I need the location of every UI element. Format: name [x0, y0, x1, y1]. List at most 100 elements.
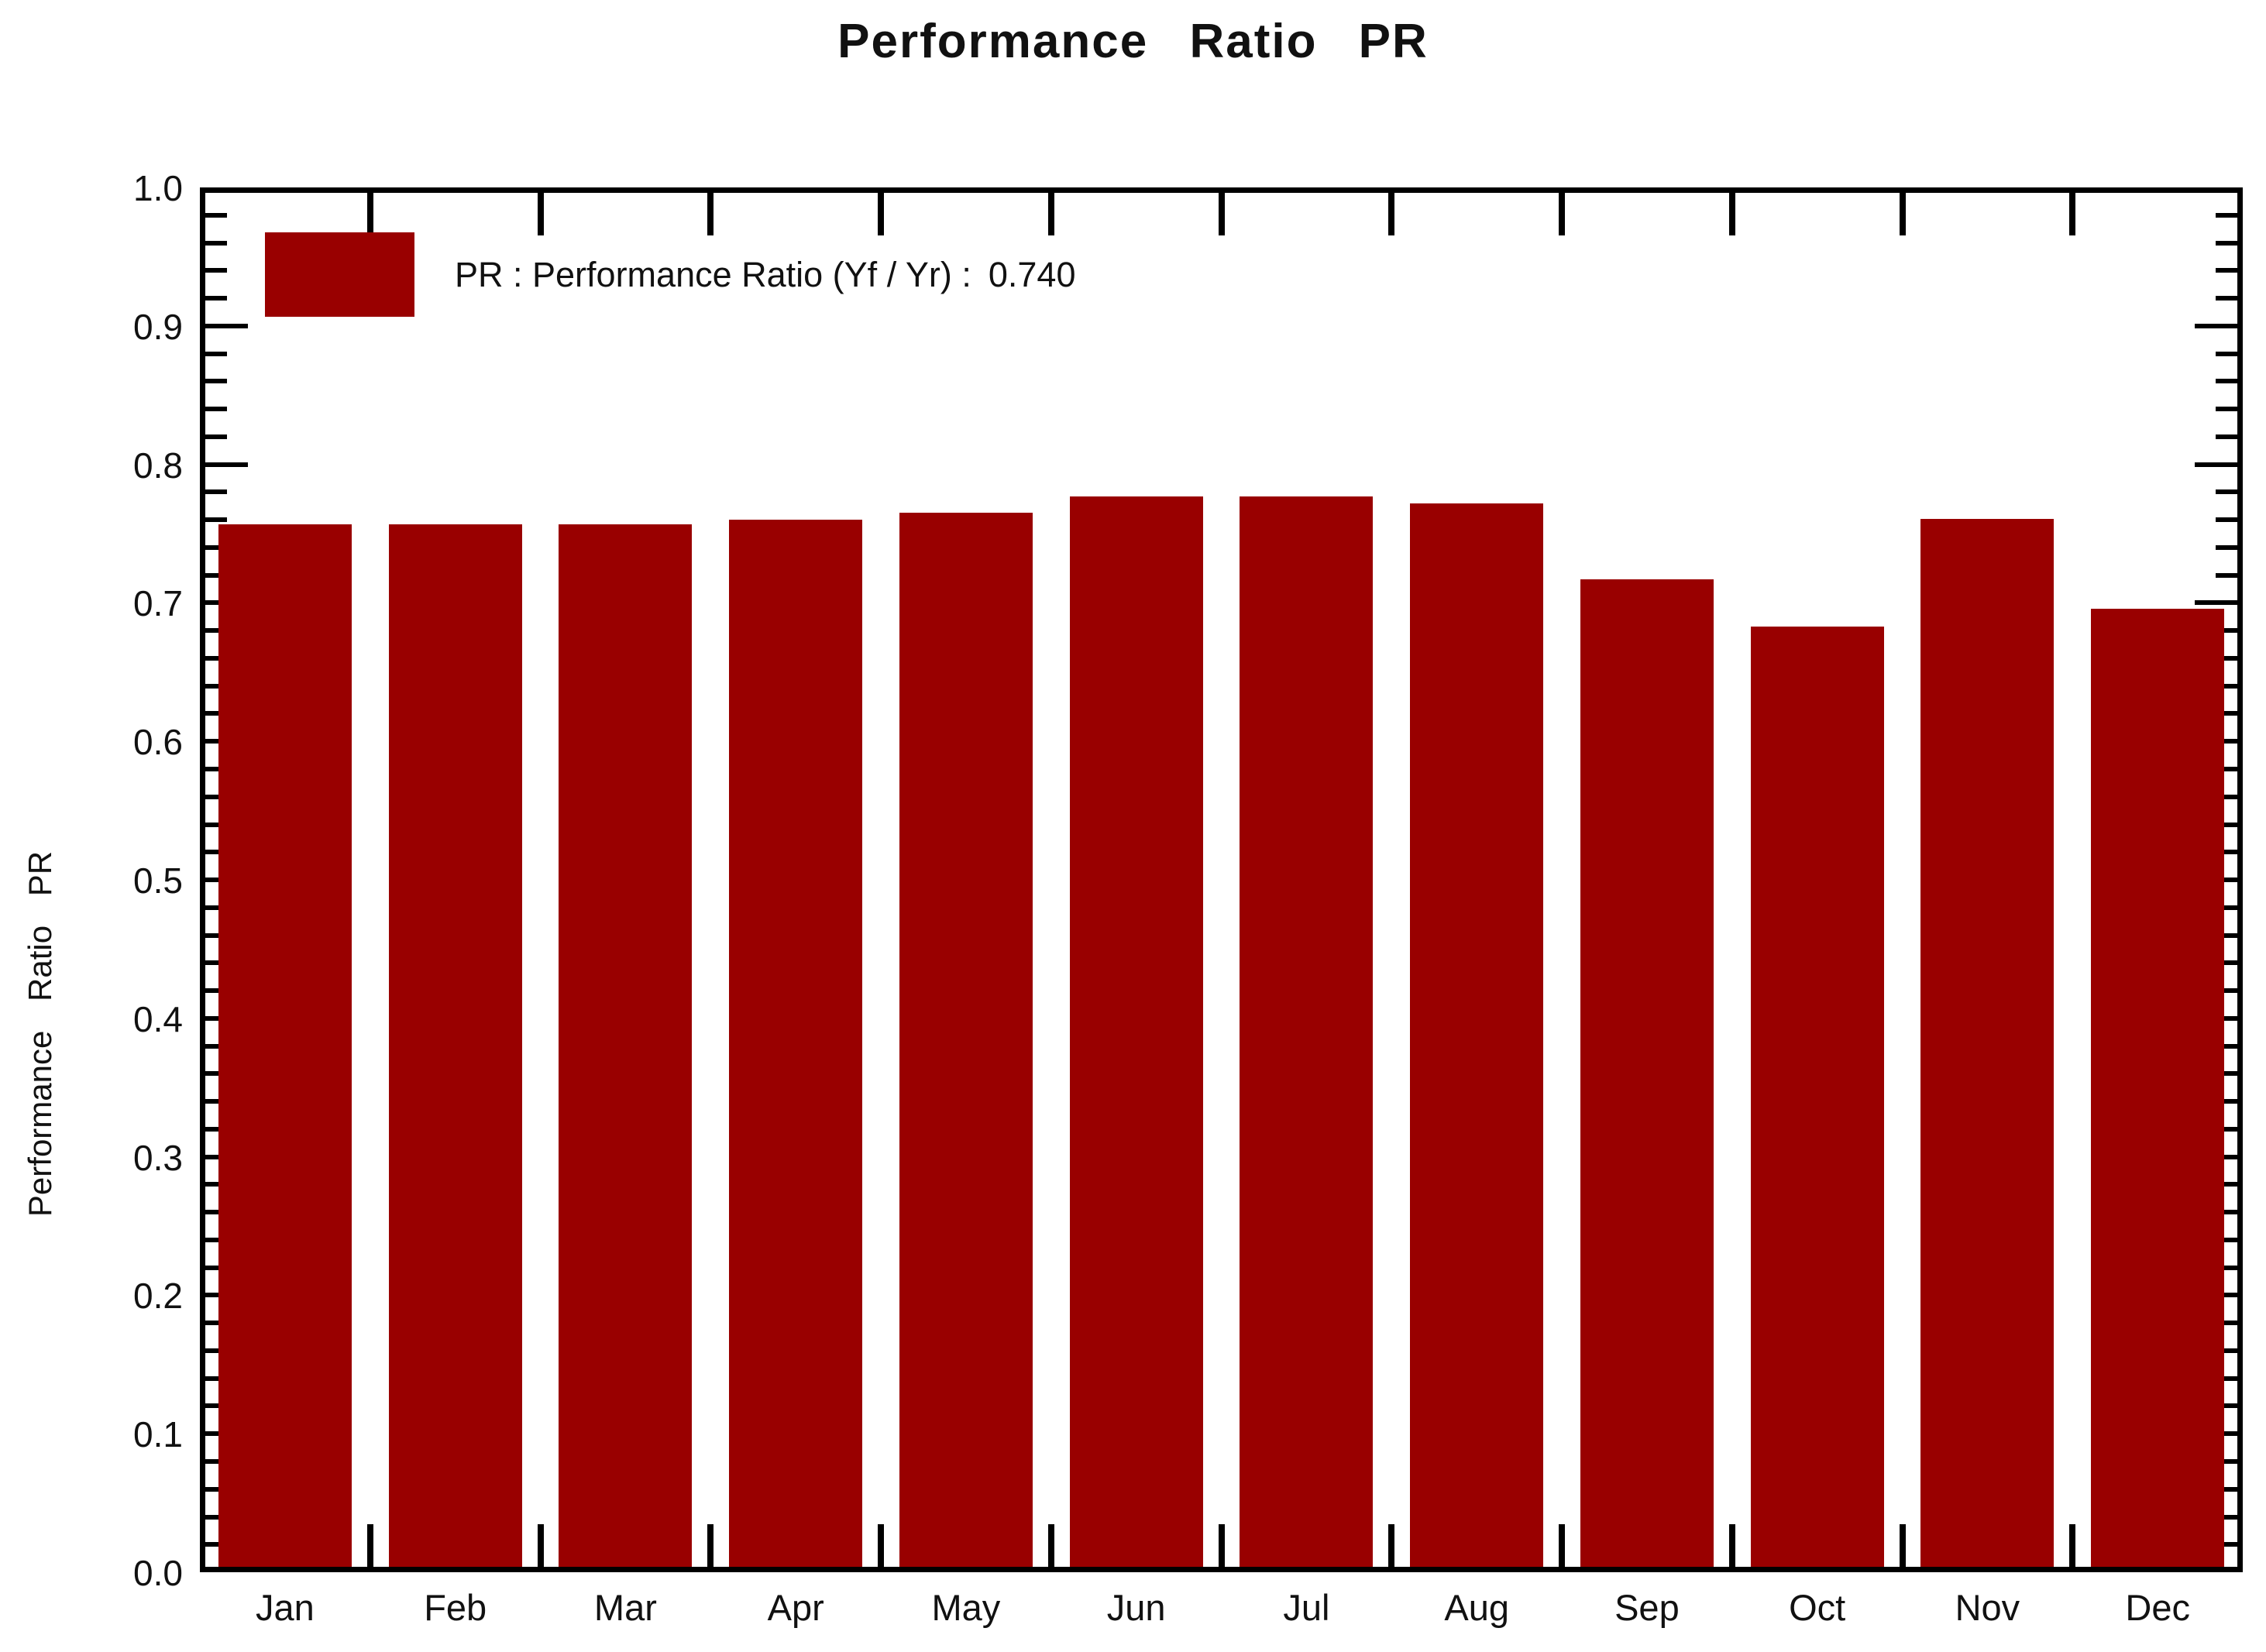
y-minor-tick-left — [205, 1376, 227, 1381]
y-minor-tick-left — [205, 240, 227, 246]
bar-jan — [218, 524, 352, 1567]
y-minor-tick-left — [205, 1459, 227, 1464]
y-minor-tick-left — [205, 1126, 227, 1132]
y-minor-tick-left — [205, 1265, 227, 1270]
y-minor-tick-left — [205, 628, 227, 634]
x-label-may: May — [931, 1587, 1001, 1628]
y-minor-tick-left — [205, 1403, 227, 1409]
y-tick-label-0.4: 0.4 — [133, 998, 183, 1039]
y-minor-tick-right — [2216, 1126, 2237, 1132]
y-major-tick-right — [2195, 323, 2237, 328]
y-minor-tick-right — [2216, 1542, 2237, 1547]
x-boundary-tick-top — [1218, 193, 1225, 235]
x-label-oct: Oct — [1789, 1587, 1846, 1628]
y-major-tick-left — [205, 462, 248, 467]
y-minor-tick-left — [205, 683, 227, 689]
bar-jul — [1240, 496, 1374, 1567]
x-boundary-tick-bottom — [1388, 1524, 1395, 1567]
y-minor-tick-right — [2216, 544, 2237, 550]
x-boundary-tick-top — [1559, 193, 1565, 235]
y-minor-tick-right — [2216, 932, 2237, 938]
y-minor-tick-right — [2216, 960, 2237, 966]
y-minor-tick-left — [205, 850, 227, 855]
y-minor-tick-left — [205, 434, 227, 439]
x-boundary-tick-top — [1899, 193, 1906, 235]
y-minor-tick-left — [205, 794, 227, 799]
y-tick-label-0.6: 0.6 — [133, 722, 183, 763]
plot-area: PR : Performance Ratio (Yf / Yr) : 0.740 — [200, 187, 2243, 1572]
x-boundary-tick-top — [2069, 193, 2076, 235]
x-label-jun: Jun — [1106, 1587, 1166, 1628]
y-minor-tick-right — [2216, 1210, 2237, 1215]
bar-jun — [1069, 496, 1203, 1567]
x-boundary-tick-bottom — [1218, 1524, 1225, 1567]
y-minor-tick-right — [2216, 351, 2237, 356]
y-minor-tick-right — [2216, 905, 2237, 910]
x-label-apr: Apr — [767, 1587, 824, 1628]
y-minor-tick-right — [2216, 1348, 2237, 1353]
y-tick-label-0.8: 0.8 — [133, 445, 183, 486]
y-minor-tick-right — [2216, 407, 2237, 412]
bar-dec — [2091, 608, 2225, 1567]
x-boundary-tick-bottom — [1047, 1524, 1054, 1567]
x-label-aug: Aug — [1444, 1587, 1510, 1628]
y-minor-tick-right — [2216, 1486, 2237, 1492]
y-minor-tick-left — [205, 572, 227, 578]
y-minor-tick-right — [2216, 711, 2237, 716]
y-minor-tick-right — [2216, 1459, 2237, 1464]
y-major-tick-left — [205, 323, 248, 328]
y-minor-tick-right — [2216, 296, 2237, 301]
x-boundary-tick-top — [707, 193, 714, 235]
bar-aug — [1410, 503, 1544, 1567]
y-minor-tick-left — [205, 822, 227, 827]
y-minor-tick-right — [2216, 767, 2237, 771]
x-boundary-tick-bottom — [1559, 1524, 1565, 1567]
y-minor-tick-right — [2216, 1182, 2237, 1187]
y-minor-tick-left — [205, 1043, 227, 1049]
legend: PR : Performance Ratio (Yf / Yr) : 0.740 — [265, 232, 1076, 317]
y-minor-tick-left — [205, 268, 227, 273]
y-minor-tick-left — [205, 489, 227, 495]
y-minor-tick-right — [2216, 1071, 2237, 1077]
y-minor-tick-left — [205, 655, 227, 661]
y-minor-tick-left — [205, 1514, 227, 1520]
y-minor-tick-right — [2216, 1043, 2237, 1049]
x-label-sep: Sep — [1614, 1587, 1680, 1628]
y-minor-tick-left — [205, 544, 227, 550]
y-minor-tick-left — [205, 212, 227, 218]
x-boundary-tick-top — [1728, 193, 1735, 235]
y-tick-label-0.1: 0.1 — [133, 1414, 183, 1455]
legend-swatch — [265, 232, 414, 317]
y-minor-tick-left — [205, 767, 227, 771]
bar-sep — [1580, 579, 1714, 1567]
y-minor-tick-right — [2216, 628, 2237, 634]
y-major-tick-right — [2195, 600, 2237, 606]
y-tick-label-0.2: 0.2 — [133, 1276, 183, 1317]
y-minor-tick-right — [2216, 655, 2237, 661]
x-boundary-tick-top — [537, 193, 544, 235]
x-label-jul: Jul — [1283, 1587, 1330, 1628]
y-minor-tick-right — [2216, 822, 2237, 827]
y-minor-tick-right — [2216, 212, 2237, 218]
x-boundary-tick-bottom — [2069, 1524, 2076, 1567]
y-minor-tick-left — [205, 296, 227, 301]
legend-label-text: PR : Performance Ratio (Yf / Yr) : — [455, 254, 971, 294]
y-minor-tick-right — [2216, 489, 2237, 495]
bar-may — [899, 513, 1033, 1567]
legend-value: 0.740 — [988, 254, 1076, 294]
bar-mar — [559, 524, 693, 1567]
x-label-jan: Jan — [256, 1587, 315, 1628]
y-minor-tick-left — [205, 1182, 227, 1187]
y-minor-tick-right — [2216, 434, 2237, 439]
y-minor-tick-left — [205, 379, 227, 384]
y-minor-tick-left — [205, 1486, 227, 1492]
y-minor-tick-left — [205, 1071, 227, 1077]
y-minor-tick-right — [2216, 1321, 2237, 1326]
y-minor-tick-left — [205, 517, 227, 523]
y-minor-tick-right — [2216, 1237, 2237, 1242]
bar-feb — [388, 524, 522, 1567]
bar-oct — [1750, 626, 1884, 1567]
x-boundary-tick-bottom — [707, 1524, 714, 1567]
y-minor-tick-right — [2216, 794, 2237, 799]
